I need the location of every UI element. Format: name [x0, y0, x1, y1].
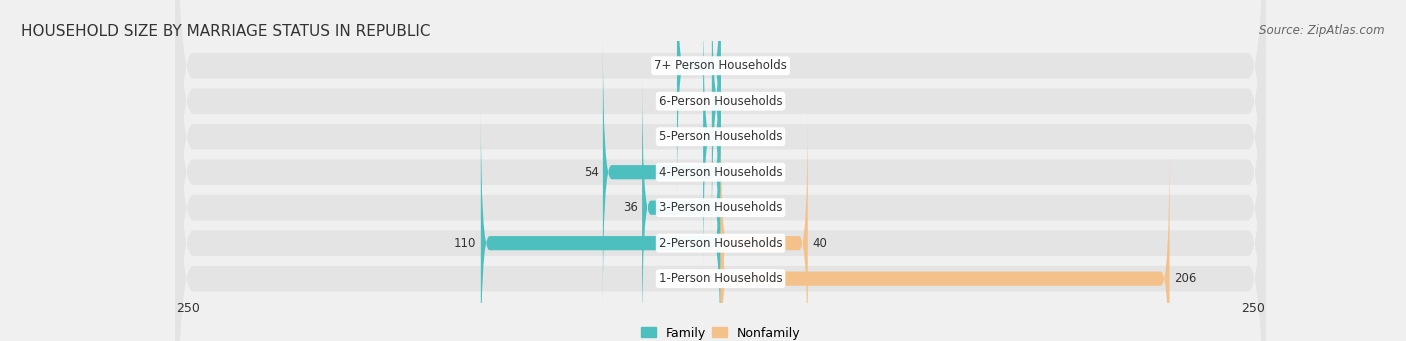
FancyBboxPatch shape [176, 0, 1265, 341]
Legend: Family, Nonfamily: Family, Nonfamily [636, 322, 806, 341]
FancyBboxPatch shape [603, 38, 721, 307]
Text: 2-Person Households: 2-Person Households [659, 237, 782, 250]
FancyBboxPatch shape [711, 0, 721, 236]
Text: 250: 250 [176, 302, 200, 315]
Text: HOUSEHOLD SIZE BY MARRIAGE STATUS IN REPUBLIC: HOUSEHOLD SIZE BY MARRIAGE STATUS IN REP… [21, 24, 430, 39]
Text: 4-Person Households: 4-Person Households [659, 166, 782, 179]
Text: 8: 8 [692, 130, 699, 143]
Text: 20: 20 [658, 59, 672, 72]
Text: 4: 4 [700, 95, 707, 108]
Text: 0: 0 [709, 272, 716, 285]
FancyBboxPatch shape [643, 73, 721, 341]
FancyBboxPatch shape [676, 0, 721, 201]
FancyBboxPatch shape [176, 8, 1265, 341]
Text: 54: 54 [583, 166, 599, 179]
FancyBboxPatch shape [703, 2, 721, 271]
FancyBboxPatch shape [720, 108, 808, 341]
Text: 206: 206 [1174, 272, 1197, 285]
Text: 40: 40 [813, 237, 827, 250]
Text: 36: 36 [623, 201, 638, 214]
FancyBboxPatch shape [720, 144, 1170, 341]
FancyBboxPatch shape [176, 0, 1265, 337]
FancyBboxPatch shape [176, 0, 1265, 341]
Text: 3-Person Households: 3-Person Households [659, 201, 782, 214]
Text: 0: 0 [725, 201, 733, 214]
Text: Source: ZipAtlas.com: Source: ZipAtlas.com [1260, 24, 1385, 37]
Text: 0: 0 [725, 130, 733, 143]
FancyBboxPatch shape [176, 0, 1265, 341]
Text: 110: 110 [454, 237, 477, 250]
FancyBboxPatch shape [176, 0, 1265, 341]
FancyBboxPatch shape [481, 108, 721, 341]
Text: 5-Person Households: 5-Person Households [659, 130, 782, 143]
Text: 0: 0 [725, 166, 733, 179]
Text: 6-Person Households: 6-Person Households [659, 95, 782, 108]
Text: 250: 250 [1241, 302, 1265, 315]
Text: 7+ Person Households: 7+ Person Households [654, 59, 787, 72]
FancyBboxPatch shape [176, 0, 1265, 341]
Text: 1-Person Households: 1-Person Households [659, 272, 782, 285]
Text: 0: 0 [725, 59, 733, 72]
Text: 0: 0 [725, 95, 733, 108]
